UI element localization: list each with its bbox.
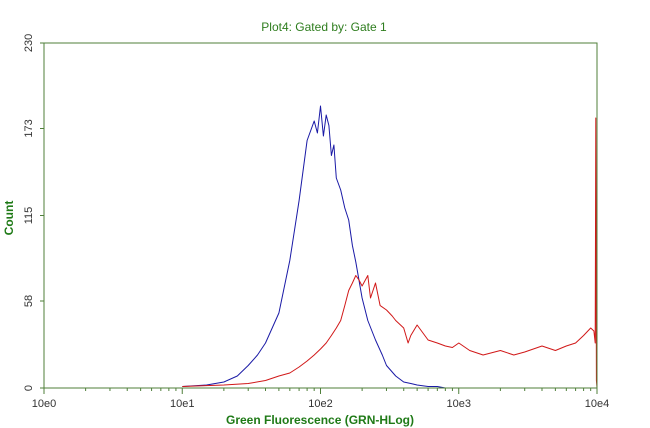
series-line-red: [182, 117, 598, 389]
x-tick-label: 10e2: [308, 398, 332, 410]
x-tick-label: 10e4: [585, 398, 609, 410]
y-tick-label: 173: [23, 119, 35, 137]
y-axis-label: Count: [2, 201, 16, 236]
y-axis-ticks: 0 58 115 173 230: [23, 34, 44, 391]
series-line-blue: [182, 105, 446, 389]
x-tick-label: 10e1: [170, 398, 194, 410]
y-tick-label: 0: [23, 385, 35, 391]
y-tick-label: 230: [23, 34, 35, 52]
y-tick-label: 58: [23, 295, 35, 307]
series-lines: [182, 105, 598, 389]
chart-title: Plot4: Gated by: Gate 1: [261, 20, 387, 34]
x-axis-label: Green Fluorescence (GRN-HLog): [226, 413, 414, 427]
x-tick-label: 10e3: [447, 398, 471, 410]
plot-frame: [43, 42, 598, 389]
x-axis-ticks: 10e0 10e1 10e2 10e3 10e4: [32, 388, 609, 410]
x-tick-label: 10e0: [32, 398, 56, 410]
y-tick-label: 115: [23, 207, 35, 225]
